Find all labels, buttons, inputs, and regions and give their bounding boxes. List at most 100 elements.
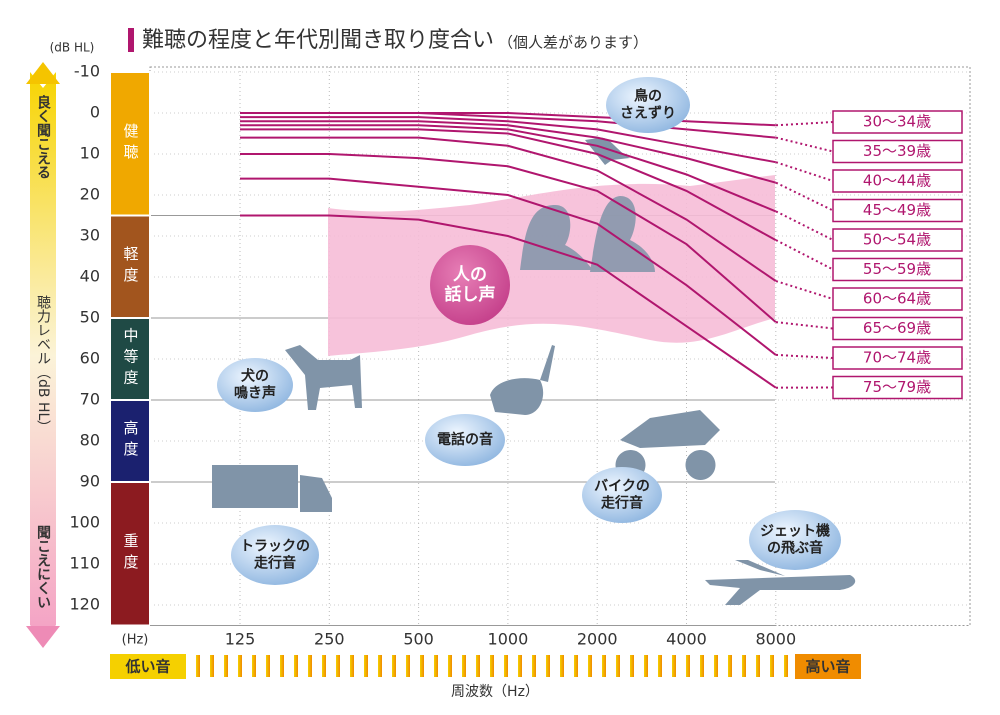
dash bbox=[364, 655, 368, 677]
band-label: 健聴 bbox=[122, 123, 140, 165]
dash bbox=[546, 655, 550, 677]
low-label: 低い音 bbox=[124, 658, 170, 676]
dash bbox=[196, 655, 200, 677]
dash bbox=[280, 655, 284, 677]
band bbox=[109, 214, 151, 319]
dash bbox=[378, 655, 382, 677]
band-label: 軽度 bbox=[122, 246, 140, 288]
annotation-bubble bbox=[231, 525, 319, 585]
age-line bbox=[240, 128, 777, 241]
high-label: 高い音 bbox=[805, 658, 850, 676]
annotation-bubble bbox=[606, 77, 690, 133]
dash bbox=[406, 655, 410, 677]
phone-icon bbox=[490, 345, 555, 415]
dash bbox=[210, 655, 214, 677]
x-tick-label: 250 bbox=[314, 630, 345, 649]
annotation-text: 人の bbox=[453, 265, 487, 285]
legend-box bbox=[832, 169, 963, 193]
dash bbox=[448, 655, 452, 677]
age-line bbox=[240, 112, 776, 139]
frequency-dashes bbox=[196, 655, 788, 677]
dash bbox=[658, 655, 662, 677]
legend-box bbox=[832, 346, 963, 370]
hearing-arrow bbox=[30, 72, 56, 640]
x-tick-label: 4000 bbox=[666, 630, 707, 649]
y-tick-label: 100 bbox=[69, 513, 100, 532]
jet-icon bbox=[705, 560, 856, 605]
annotation-text: 電話の音 bbox=[437, 431, 493, 448]
low-box bbox=[110, 654, 186, 679]
y-tick-label: -10 bbox=[74, 62, 100, 81]
age-line bbox=[240, 124, 777, 213]
band bbox=[109, 481, 151, 627]
annotation-text: 犬の bbox=[241, 368, 269, 385]
annotation-bubble bbox=[582, 467, 662, 523]
dash bbox=[266, 655, 270, 677]
title-mark bbox=[128, 28, 134, 52]
annotation-bubble bbox=[425, 414, 505, 466]
dash bbox=[672, 655, 676, 677]
legend-label: 35～39歳 bbox=[863, 142, 931, 160]
age-line bbox=[240, 120, 777, 184]
x-unit: (Hz) bbox=[122, 633, 149, 648]
y-label-middle: 聴力レベル（dB HL） bbox=[35, 295, 51, 434]
annotation-text: 走行音 bbox=[601, 495, 643, 512]
y-tick-label: 70 bbox=[80, 390, 100, 409]
dash bbox=[742, 655, 746, 677]
annotation-text: 話し声 bbox=[445, 284, 496, 305]
dash bbox=[224, 655, 228, 677]
dash bbox=[322, 655, 326, 677]
legend-label: 45～49歳 bbox=[863, 201, 931, 219]
age-line bbox=[240, 153, 777, 323]
dash bbox=[700, 655, 704, 677]
legend-box bbox=[832, 110, 963, 134]
x-tick-label: 2000 bbox=[577, 630, 618, 649]
x-tick-label: 1000 bbox=[488, 630, 529, 649]
annotation-bubble bbox=[749, 510, 841, 570]
bike-icon bbox=[615, 410, 720, 480]
y-tick-label: 120 bbox=[69, 595, 100, 614]
x-tick-label: 500 bbox=[403, 630, 434, 649]
dash bbox=[238, 655, 242, 677]
annotation-text: 走行音 bbox=[254, 555, 296, 572]
legend-box bbox=[832, 287, 963, 311]
dash bbox=[560, 655, 564, 677]
dash bbox=[784, 655, 788, 677]
y-tick-label: 110 bbox=[69, 554, 100, 573]
connector bbox=[775, 161, 834, 182]
dash bbox=[308, 655, 312, 677]
dash bbox=[462, 655, 466, 677]
age-line bbox=[240, 177, 777, 356]
dash bbox=[476, 655, 480, 677]
chart-subtitle: （個人差があります） bbox=[498, 34, 648, 52]
y-label-top: 良く聞こえる bbox=[35, 94, 51, 179]
legend-label: 70～74歳 bbox=[863, 349, 931, 367]
people-icon bbox=[520, 196, 655, 272]
dash bbox=[336, 655, 340, 677]
legend-label: 55～59歳 bbox=[863, 260, 931, 278]
annotation-text: 鳥の bbox=[634, 88, 662, 105]
chart-title: 難聴の程度と年代別聞き取り度合い bbox=[142, 28, 494, 53]
band-label: 重度 bbox=[122, 533, 140, 575]
y-tick-label: 50 bbox=[80, 308, 100, 327]
dash bbox=[630, 655, 634, 677]
y-tick-label: 60 bbox=[80, 349, 100, 368]
y-tick-label: 90 bbox=[80, 472, 100, 491]
dash bbox=[294, 655, 298, 677]
dash bbox=[756, 655, 760, 677]
y-tick-label: 10 bbox=[80, 144, 100, 163]
annotation-bubble bbox=[430, 245, 510, 325]
dash bbox=[490, 655, 494, 677]
y-tick-label: 30 bbox=[80, 226, 100, 245]
annotation-text: の飛ぶ音 bbox=[767, 540, 823, 557]
band bbox=[109, 71, 151, 217]
annotation-text: さえずり bbox=[620, 105, 676, 122]
legend-label: 65～69歳 bbox=[863, 319, 931, 337]
x-tick-label: 8000 bbox=[755, 630, 796, 649]
dash bbox=[588, 655, 592, 677]
arrow-head-bottom bbox=[26, 626, 60, 648]
dash bbox=[252, 655, 256, 677]
annotation-bubble bbox=[217, 358, 293, 412]
age-line bbox=[240, 214, 777, 389]
